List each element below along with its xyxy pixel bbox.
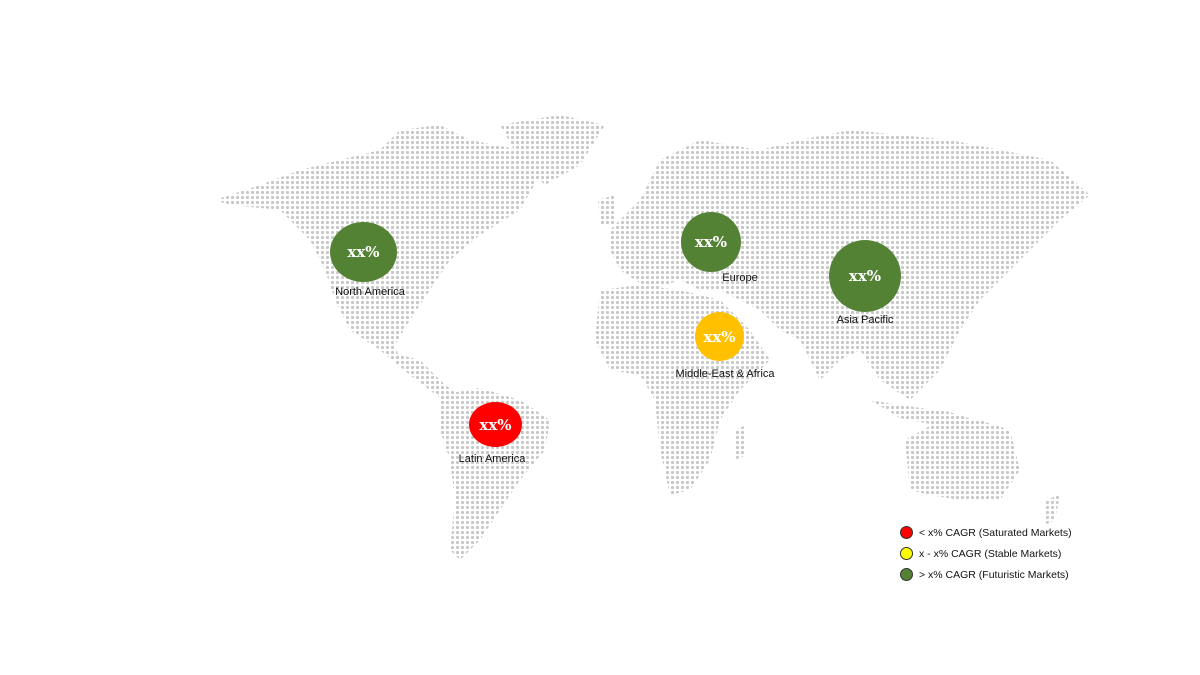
legend-label: > x% CAGR (Futuristic Markets) xyxy=(919,568,1069,581)
africa-landmass xyxy=(595,285,770,495)
legend-item-futuristic: > x% CAGR (Futuristic Markets) xyxy=(900,564,1072,585)
bubble-north-america: xx% xyxy=(330,222,397,282)
australia-landmass xyxy=(905,420,1020,500)
bubble-value: xx% xyxy=(848,267,882,285)
label-asia-pacific: Asia Pacific xyxy=(836,314,894,326)
greenland-landmass xyxy=(500,115,605,185)
green-dot-icon xyxy=(900,568,913,581)
bubble-value: xx% xyxy=(479,415,512,434)
uk-landmass xyxy=(598,195,616,226)
yellow-dot-icon xyxy=(900,547,913,560)
legend-label: x - x% CAGR (Stable Markets) xyxy=(919,547,1062,560)
madagascar-landmass xyxy=(735,425,746,460)
label-latin-america: Latin America xyxy=(458,453,526,465)
label-europe: Europe xyxy=(722,272,758,284)
legend-item-saturated: < x% CAGR (Saturated Markets) xyxy=(900,522,1072,543)
new-zealand-landmass xyxy=(1045,495,1060,525)
central-america-landmass xyxy=(380,350,460,398)
red-dot-icon xyxy=(900,526,913,539)
bubble-latin-america: xx% xyxy=(469,402,522,447)
bubble-value: xx% xyxy=(703,327,736,346)
bubble-asia-pacific: xx% xyxy=(829,240,901,312)
south-america-landmass xyxy=(440,388,550,560)
bubble-middle-east-africa: xx% xyxy=(695,312,744,361)
label-north-america: North America xyxy=(335,286,405,298)
japan-landmass xyxy=(1005,215,1025,270)
legend-label: < x% CAGR (Saturated Markets) xyxy=(919,526,1072,539)
label-middle-east-africa: Middle-East & Africa xyxy=(675,368,775,380)
legend-item-stable: x - x% CAGR (Stable Markets) xyxy=(900,543,1072,564)
bubble-europe: xx% xyxy=(681,212,741,272)
bubble-value: xx% xyxy=(694,233,728,251)
bubble-value: xx% xyxy=(347,243,380,261)
legend: < x% CAGR (Saturated Markets) x - x% CAG… xyxy=(900,522,1072,585)
